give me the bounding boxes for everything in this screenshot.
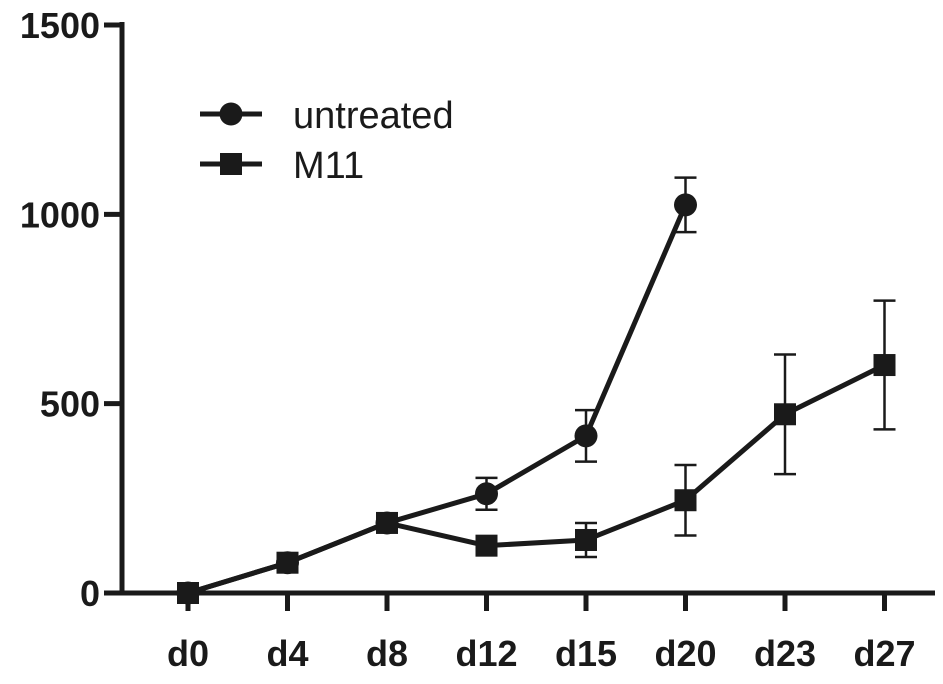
legend-marker [219, 102, 243, 126]
data-point [873, 354, 896, 377]
data-point [375, 511, 399, 535]
y-tick-label: 1500 [20, 5, 100, 46]
x-tick-label: d4 [266, 633, 308, 674]
x-tick-label: d20 [654, 633, 716, 674]
y-tick-label: 1000 [20, 194, 100, 235]
x-tick-label: d12 [455, 633, 517, 674]
x-tick-label: d27 [853, 633, 915, 674]
y-tick-label: 0 [80, 573, 100, 614]
legend-item: untreated [200, 95, 454, 137]
data-point [674, 489, 697, 512]
series-line [187, 203, 688, 596]
data-point [475, 534, 498, 557]
x-tick-label: d15 [555, 633, 617, 674]
x-tick-label: d0 [167, 633, 209, 674]
series-untreated [176, 176, 697, 605]
legend-item: M11 [200, 145, 364, 187]
data-point [276, 551, 299, 575]
data-point [774, 403, 796, 426]
data-point [575, 528, 597, 551]
data-point [176, 581, 200, 605]
legend-label: untreated [293, 95, 454, 137]
data-point [475, 482, 498, 506]
legend-label: M11 [293, 145, 364, 187]
data-point [574, 424, 598, 448]
y-tick-label: 500 [40, 384, 100, 425]
x-axis: d0 d4 d8 d12 d15 d20 d23 d27 [119, 590, 935, 674]
y-axis: 0 500 1000 1500 [20, 5, 125, 614]
x-tick-label: d23 [754, 633, 816, 674]
series-layer [176, 176, 896, 605]
legend-marker [220, 153, 242, 175]
data-point [674, 193, 697, 217]
legend: untreated M11 [200, 95, 454, 187]
x-tick-label: d8 [366, 633, 408, 674]
